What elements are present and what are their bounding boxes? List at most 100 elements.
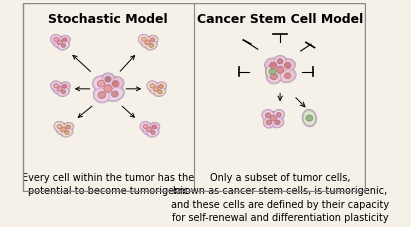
- Ellipse shape: [276, 67, 284, 73]
- Text: Stochastic Model: Stochastic Model: [48, 13, 168, 26]
- Ellipse shape: [158, 90, 162, 94]
- Text: Every cell within the tumor has the
potential to become tumorigenic: Every cell within the tumor has the pote…: [22, 173, 194, 196]
- Ellipse shape: [284, 62, 291, 68]
- Ellipse shape: [61, 128, 73, 137]
- Ellipse shape: [62, 84, 67, 88]
- Ellipse shape: [51, 35, 61, 44]
- Ellipse shape: [270, 115, 276, 121]
- Ellipse shape: [143, 124, 155, 134]
- Ellipse shape: [108, 77, 123, 90]
- Ellipse shape: [62, 128, 72, 137]
- Ellipse shape: [273, 109, 285, 120]
- Ellipse shape: [59, 82, 70, 91]
- Ellipse shape: [275, 120, 280, 125]
- Ellipse shape: [266, 64, 279, 79]
- Ellipse shape: [102, 74, 114, 85]
- Ellipse shape: [303, 111, 316, 126]
- Ellipse shape: [279, 69, 296, 83]
- Ellipse shape: [101, 73, 115, 86]
- Ellipse shape: [141, 122, 150, 131]
- Ellipse shape: [105, 76, 111, 82]
- Ellipse shape: [94, 77, 109, 91]
- Ellipse shape: [270, 73, 277, 80]
- Ellipse shape: [277, 59, 283, 64]
- Ellipse shape: [147, 81, 158, 91]
- Ellipse shape: [65, 131, 69, 134]
- Ellipse shape: [58, 88, 69, 96]
- Ellipse shape: [145, 40, 150, 45]
- Ellipse shape: [156, 82, 166, 90]
- Ellipse shape: [53, 37, 66, 47]
- Ellipse shape: [97, 80, 119, 98]
- Ellipse shape: [302, 109, 316, 127]
- Ellipse shape: [276, 112, 282, 117]
- Ellipse shape: [140, 121, 151, 132]
- Ellipse shape: [55, 122, 65, 131]
- Ellipse shape: [280, 70, 295, 82]
- Ellipse shape: [269, 69, 276, 75]
- Ellipse shape: [146, 41, 157, 49]
- Ellipse shape: [53, 83, 67, 94]
- Ellipse shape: [265, 58, 282, 73]
- Ellipse shape: [58, 41, 69, 50]
- Ellipse shape: [138, 34, 150, 44]
- Ellipse shape: [266, 112, 281, 125]
- Ellipse shape: [266, 65, 279, 79]
- Ellipse shape: [149, 122, 160, 132]
- Ellipse shape: [107, 76, 124, 91]
- Ellipse shape: [150, 38, 155, 42]
- Ellipse shape: [270, 62, 291, 78]
- Ellipse shape: [273, 55, 287, 67]
- Text: Only a subset of tumor cells,
known as cancer stem cells, is tumorigenic,
and th: Only a subset of tumor cells, known as c…: [171, 173, 389, 223]
- Ellipse shape: [105, 86, 125, 101]
- Ellipse shape: [267, 70, 281, 83]
- Ellipse shape: [61, 90, 66, 94]
- Ellipse shape: [62, 122, 74, 132]
- Ellipse shape: [155, 88, 165, 96]
- Ellipse shape: [59, 35, 70, 44]
- Ellipse shape: [141, 37, 146, 42]
- Ellipse shape: [151, 131, 155, 134]
- Ellipse shape: [106, 87, 123, 101]
- Ellipse shape: [98, 92, 106, 99]
- Ellipse shape: [141, 37, 155, 48]
- Ellipse shape: [266, 112, 280, 124]
- Ellipse shape: [154, 87, 166, 97]
- Ellipse shape: [266, 120, 272, 125]
- Ellipse shape: [56, 124, 70, 135]
- Ellipse shape: [270, 62, 277, 69]
- Ellipse shape: [271, 63, 289, 77]
- Ellipse shape: [104, 85, 112, 93]
- Ellipse shape: [306, 115, 313, 121]
- Ellipse shape: [266, 69, 282, 84]
- Ellipse shape: [150, 84, 162, 94]
- Ellipse shape: [149, 43, 153, 47]
- Ellipse shape: [53, 37, 58, 42]
- Ellipse shape: [148, 36, 157, 44]
- Ellipse shape: [92, 76, 110, 92]
- Ellipse shape: [54, 121, 65, 132]
- Ellipse shape: [153, 86, 159, 91]
- Ellipse shape: [159, 84, 163, 88]
- Ellipse shape: [53, 84, 58, 88]
- Ellipse shape: [93, 87, 111, 103]
- Ellipse shape: [57, 86, 62, 91]
- Ellipse shape: [263, 110, 274, 120]
- Ellipse shape: [51, 81, 62, 91]
- Ellipse shape: [51, 81, 61, 90]
- Ellipse shape: [94, 88, 109, 102]
- Ellipse shape: [51, 34, 62, 44]
- Ellipse shape: [66, 125, 70, 129]
- Ellipse shape: [139, 35, 149, 44]
- Ellipse shape: [57, 40, 62, 45]
- Ellipse shape: [111, 91, 118, 97]
- Ellipse shape: [266, 113, 271, 118]
- Ellipse shape: [60, 36, 69, 44]
- Ellipse shape: [263, 116, 275, 128]
- Ellipse shape: [149, 123, 159, 131]
- Ellipse shape: [53, 84, 66, 94]
- Ellipse shape: [262, 109, 275, 121]
- Ellipse shape: [142, 124, 157, 135]
- Ellipse shape: [58, 41, 69, 49]
- Ellipse shape: [280, 59, 296, 72]
